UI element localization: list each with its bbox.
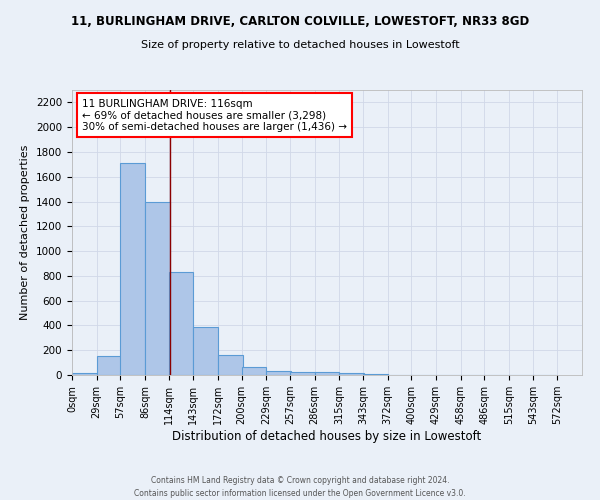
Bar	[72, 373, 97, 375]
Bar	[145, 202, 170, 375]
Y-axis label: Number of detached properties: Number of detached properties	[20, 145, 31, 320]
Bar	[218, 355, 242, 375]
Text: Contains HM Land Registry data © Crown copyright and database right 2024.: Contains HM Land Registry data © Crown c…	[151, 476, 449, 485]
Text: 11, BURLINGHAM DRIVE, CARLTON COLVILLE, LOWESTOFT, NR33 8GD: 11, BURLINGHAM DRIVE, CARLTON COLVILLE, …	[71, 15, 529, 28]
Bar	[266, 370, 291, 375]
Text: Contains public sector information licensed under the Open Government Licence v3: Contains public sector information licen…	[134, 488, 466, 498]
Bar	[193, 328, 218, 375]
Bar	[242, 367, 266, 375]
Bar	[121, 163, 145, 375]
Bar	[363, 374, 388, 375]
Bar	[169, 272, 193, 375]
X-axis label: Distribution of detached houses by size in Lowestoft: Distribution of detached houses by size …	[172, 430, 482, 443]
Bar	[97, 356, 121, 375]
Bar	[290, 372, 314, 375]
Bar	[314, 372, 340, 375]
Text: 11 BURLINGHAM DRIVE: 116sqm
← 69% of detached houses are smaller (3,298)
30% of : 11 BURLINGHAM DRIVE: 116sqm ← 69% of det…	[82, 98, 347, 132]
Bar	[340, 372, 364, 375]
Text: Size of property relative to detached houses in Lowestoft: Size of property relative to detached ho…	[140, 40, 460, 50]
